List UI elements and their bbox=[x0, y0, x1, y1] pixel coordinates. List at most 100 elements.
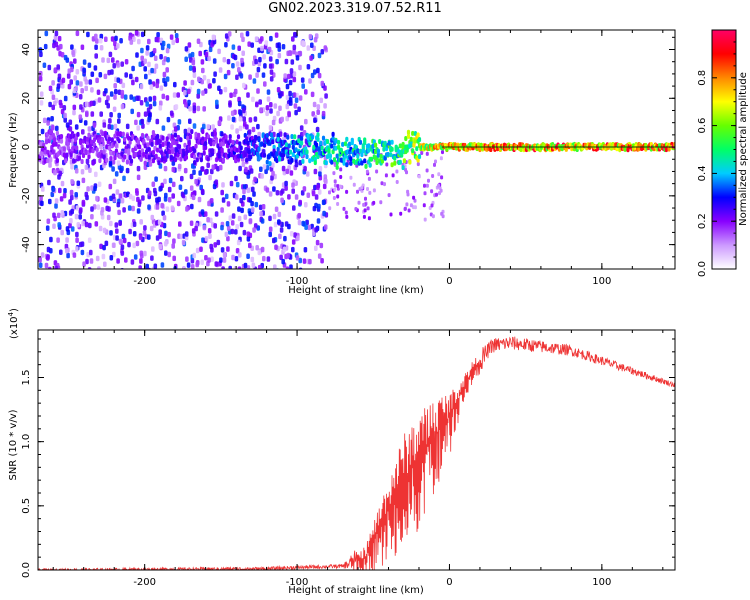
spectrogram-cell bbox=[191, 59, 196, 66]
spectrogram-track-cell bbox=[213, 131, 217, 137]
spectrogram-track-cell bbox=[107, 145, 112, 151]
spectrogram-cell bbox=[405, 170, 408, 175]
spectrogram-cell bbox=[110, 36, 115, 42]
spectrogram-cell bbox=[235, 181, 240, 188]
spectrogram-cell bbox=[115, 235, 119, 241]
colorbar-label: Normalized spectral amplitude bbox=[738, 72, 749, 226]
spectrogram-cell bbox=[399, 211, 403, 216]
spectrogram-cell bbox=[209, 243, 213, 250]
spectrogram-cell bbox=[230, 228, 235, 235]
spectrogram-cell bbox=[139, 83, 144, 90]
spectrogram-track-cell bbox=[272, 144, 276, 150]
spectrogram-cell bbox=[184, 189, 188, 195]
spectrogram-track-cell bbox=[316, 136, 320, 142]
spectrogram-cell bbox=[191, 194, 196, 201]
spectrogram-cell bbox=[108, 51, 113, 58]
spectrogram-cell bbox=[157, 196, 161, 203]
spectrogram-track-cell bbox=[489, 147, 493, 152]
spectrogram-cell bbox=[304, 118, 308, 125]
spectrogram-cell bbox=[171, 39, 175, 46]
spectrogram-cell bbox=[323, 45, 328, 51]
spectrogram-cell bbox=[212, 58, 217, 64]
spectrogram-cell bbox=[307, 224, 312, 231]
spectrogram-cell bbox=[237, 215, 242, 222]
spectrogram-cell bbox=[82, 261, 86, 267]
spectrogram-cell bbox=[226, 246, 230, 252]
spectrogram-cell bbox=[115, 189, 120, 195]
spectrogram-cell bbox=[220, 189, 224, 196]
spectrogram-cell bbox=[151, 246, 155, 252]
snr-scale-note: (x104) bbox=[7, 308, 20, 339]
spectrogram-track-cell bbox=[161, 142, 165, 147]
spectrogram-x-tick-label: -100 bbox=[286, 276, 309, 287]
spectrogram-cell bbox=[285, 115, 289, 122]
spectrogram-cell bbox=[136, 125, 140, 131]
spectrogram-cell bbox=[290, 59, 295, 65]
spectrogram-cell bbox=[140, 47, 144, 54]
spectrogram-cell bbox=[333, 179, 337, 184]
spectrogram-track-cell bbox=[168, 149, 172, 155]
spectrogram-cell bbox=[207, 200, 211, 207]
spectrogram-track-cell bbox=[169, 155, 173, 160]
spectrogram-cell bbox=[240, 32, 244, 38]
spectrogram-track-cell bbox=[345, 162, 349, 168]
spectrogram-cell bbox=[315, 239, 320, 246]
spectrogram-cell bbox=[319, 242, 324, 249]
spectrogram-cell bbox=[423, 217, 427, 222]
spectrogram-cell bbox=[339, 167, 343, 172]
spectrogram-cell bbox=[140, 55, 144, 61]
spectrogram-track-cell bbox=[375, 160, 379, 165]
spectrogram-cell bbox=[189, 220, 194, 226]
spectrogram-cell bbox=[166, 116, 171, 123]
spectrogram-cell bbox=[119, 38, 123, 44]
spectrogram-track-cell bbox=[247, 149, 251, 155]
spectrogram-cell bbox=[136, 111, 141, 118]
spectrogram-track-cell bbox=[376, 148, 380, 154]
spectrogram-cell bbox=[189, 185, 194, 191]
spectrogram-cell bbox=[75, 231, 79, 238]
spectrogram-cell bbox=[263, 63, 267, 69]
spectrogram-cell bbox=[97, 97, 102, 103]
spectrogram-cell bbox=[66, 73, 71, 79]
spectrogram-cell bbox=[68, 222, 72, 229]
spectrogram-cell bbox=[213, 223, 217, 229]
spectrogram-cell bbox=[213, 242, 217, 248]
snr-x-tick-label: -100 bbox=[286, 577, 309, 588]
snr-panel: -200 -100 0 100 0.0 0.5 1.0 1.5 Height of stra… bbox=[7, 308, 676, 596]
spectrogram-track-cell bbox=[62, 146, 66, 152]
spectrogram-cell bbox=[122, 175, 126, 182]
spectrogram-track-cell bbox=[267, 154, 271, 160]
spectrogram-cell bbox=[225, 221, 230, 227]
spectrogram-track-cell bbox=[55, 158, 59, 163]
spectrogram-track-cell bbox=[199, 157, 203, 163]
spectrogram-track-cell bbox=[324, 160, 328, 166]
spectrogram-cell bbox=[217, 120, 222, 126]
spectrogram-cell bbox=[145, 50, 149, 56]
spectrogram-cell bbox=[53, 67, 58, 73]
spectrogram-track-cell bbox=[138, 150, 142, 155]
spectrogram-cell bbox=[108, 160, 113, 166]
spectrogram-cell bbox=[261, 72, 266, 78]
spectrogram-cell bbox=[124, 72, 128, 78]
spectrogram-cell bbox=[277, 52, 282, 59]
spectrogram-cell bbox=[265, 165, 270, 171]
spectrogram-cell bbox=[60, 210, 65, 216]
spectrogram-cell bbox=[120, 89, 125, 96]
spectrogram-track-cell bbox=[101, 137, 105, 143]
spectrogram-cell bbox=[198, 170, 202, 176]
spectrogram-cell bbox=[310, 72, 315, 79]
spectrogram-cell bbox=[90, 185, 94, 191]
spectrogram-cell bbox=[63, 95, 68, 102]
spectrogram-track-cell bbox=[204, 145, 208, 151]
spectrogram-cell bbox=[38, 262, 43, 268]
spectrogram-cell bbox=[116, 62, 120, 68]
spectrogram-cell bbox=[84, 268, 87, 269]
spectrogram-track-cell bbox=[77, 155, 81, 161]
spectrogram-cell bbox=[74, 168, 79, 174]
spectrogram-x-axis-label: Height of straight line (km) bbox=[288, 285, 424, 296]
spectrogram-cell bbox=[202, 106, 206, 112]
spectrogram-track-cell bbox=[262, 152, 267, 158]
spectrogram-cell bbox=[253, 223, 258, 229]
spectrogram-cell bbox=[148, 161, 153, 167]
spectrogram-cell bbox=[107, 206, 111, 212]
